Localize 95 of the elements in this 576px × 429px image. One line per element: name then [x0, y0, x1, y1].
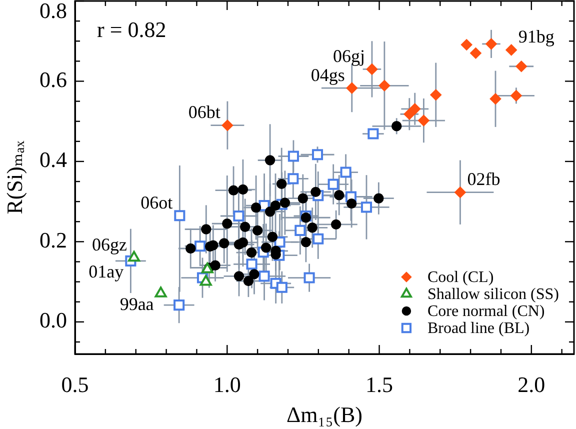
- point: [250, 202, 262, 213]
- point: [267, 232, 278, 242]
- point: [300, 212, 312, 223]
- point: [186, 243, 196, 254]
- point: [328, 178, 339, 190]
- point: [418, 114, 430, 126]
- legend-label: Broad line (BL): [427, 320, 530, 338]
- point: [264, 155, 276, 166]
- point: [274, 236, 286, 248]
- point: [392, 121, 402, 132]
- point: [294, 224, 306, 236]
- point: [246, 258, 258, 270]
- point: [174, 210, 186, 222]
- annotation: 04gs: [310, 64, 345, 85]
- x-tick-label: 0.5: [61, 372, 89, 397]
- point: [430, 89, 442, 101]
- point: [288, 173, 299, 184]
- point: [260, 242, 272, 253]
- point: [288, 150, 299, 162]
- annotation: 06ot: [140, 192, 173, 212]
- point: [346, 82, 358, 94]
- point: [404, 108, 416, 120]
- point: [366, 63, 378, 75]
- point: [128, 250, 140, 262]
- point: [252, 225, 263, 236]
- point: [470, 47, 482, 59]
- point: [312, 149, 324, 160]
- point: [490, 93, 502, 105]
- x-tick-label: 1.5: [366, 372, 394, 397]
- point: [154, 286, 167, 298]
- annotation: 06gz: [92, 234, 128, 254]
- point: [374, 193, 384, 204]
- y-axis-title: R(Si)ₘₐₓ: [2, 140, 27, 214]
- x-tick-label: 2.0: [518, 372, 546, 397]
- point: [210, 260, 220, 270]
- point: [243, 276, 254, 286]
- point: [330, 219, 342, 230]
- point: [360, 202, 372, 213]
- x-axis-title: Δm₁₅(B): [286, 402, 362, 427]
- point: [276, 282, 288, 293]
- point: [174, 300, 185, 311]
- point: [334, 190, 344, 200]
- point: [280, 198, 290, 208]
- y-tick-label: 0.8: [40, 0, 67, 23]
- y-tick-label: 0.2: [40, 227, 67, 252]
- point: [368, 128, 379, 140]
- point: [201, 262, 214, 274]
- point: [378, 80, 390, 92]
- annotation: 01ay: [88, 262, 124, 282]
- point: [312, 233, 324, 244]
- point: [238, 237, 248, 248]
- legend-label: Shallow silicon (SS): [427, 286, 559, 304]
- point: [258, 270, 270, 282]
- legend-label: Cool (CL): [427, 269, 494, 286]
- point: [510, 90, 522, 102]
- annotation: 02fb: [467, 169, 500, 190]
- point: [506, 44, 518, 56]
- point: [218, 238, 230, 248]
- point: [460, 39, 472, 50]
- point: [246, 247, 257, 258]
- point: [228, 185, 239, 196]
- annotation: r = 0.82: [97, 16, 166, 42]
- annotation: 99aa: [120, 294, 154, 314]
- point: [249, 269, 260, 280]
- point: [486, 38, 497, 50]
- point: [276, 178, 287, 190]
- point: [222, 120, 234, 132]
- point: [208, 240, 218, 250]
- point: [304, 272, 315, 284]
- point: [340, 166, 352, 178]
- point: [222, 218, 232, 229]
- point: [233, 210, 244, 222]
- point: [240, 222, 250, 232]
- point: [346, 198, 357, 209]
- point: [238, 184, 248, 195]
- y-tick-label: 0.6: [40, 67, 67, 92]
- point: [300, 236, 312, 248]
- point: [234, 271, 244, 282]
- y-tick-label: 0.4: [40, 147, 67, 172]
- point: [194, 240, 206, 252]
- point: [200, 274, 212, 286]
- point: [307, 222, 318, 233]
- point: [298, 193, 308, 204]
- annotation: 06gj: [332, 46, 365, 66]
- legend-label: Core normal (CN): [427, 303, 545, 320]
- point: [516, 60, 528, 72]
- point: [310, 186, 321, 198]
- x-tick-label: 1.0: [213, 372, 241, 397]
- point: [454, 186, 466, 198]
- point: [270, 200, 281, 211]
- point: [409, 103, 421, 115]
- point: [201, 224, 212, 234]
- annotation: 06bt: [188, 102, 220, 122]
- annotation: 91bg: [518, 26, 554, 47]
- y-tick-label: 0.0: [40, 308, 67, 333]
